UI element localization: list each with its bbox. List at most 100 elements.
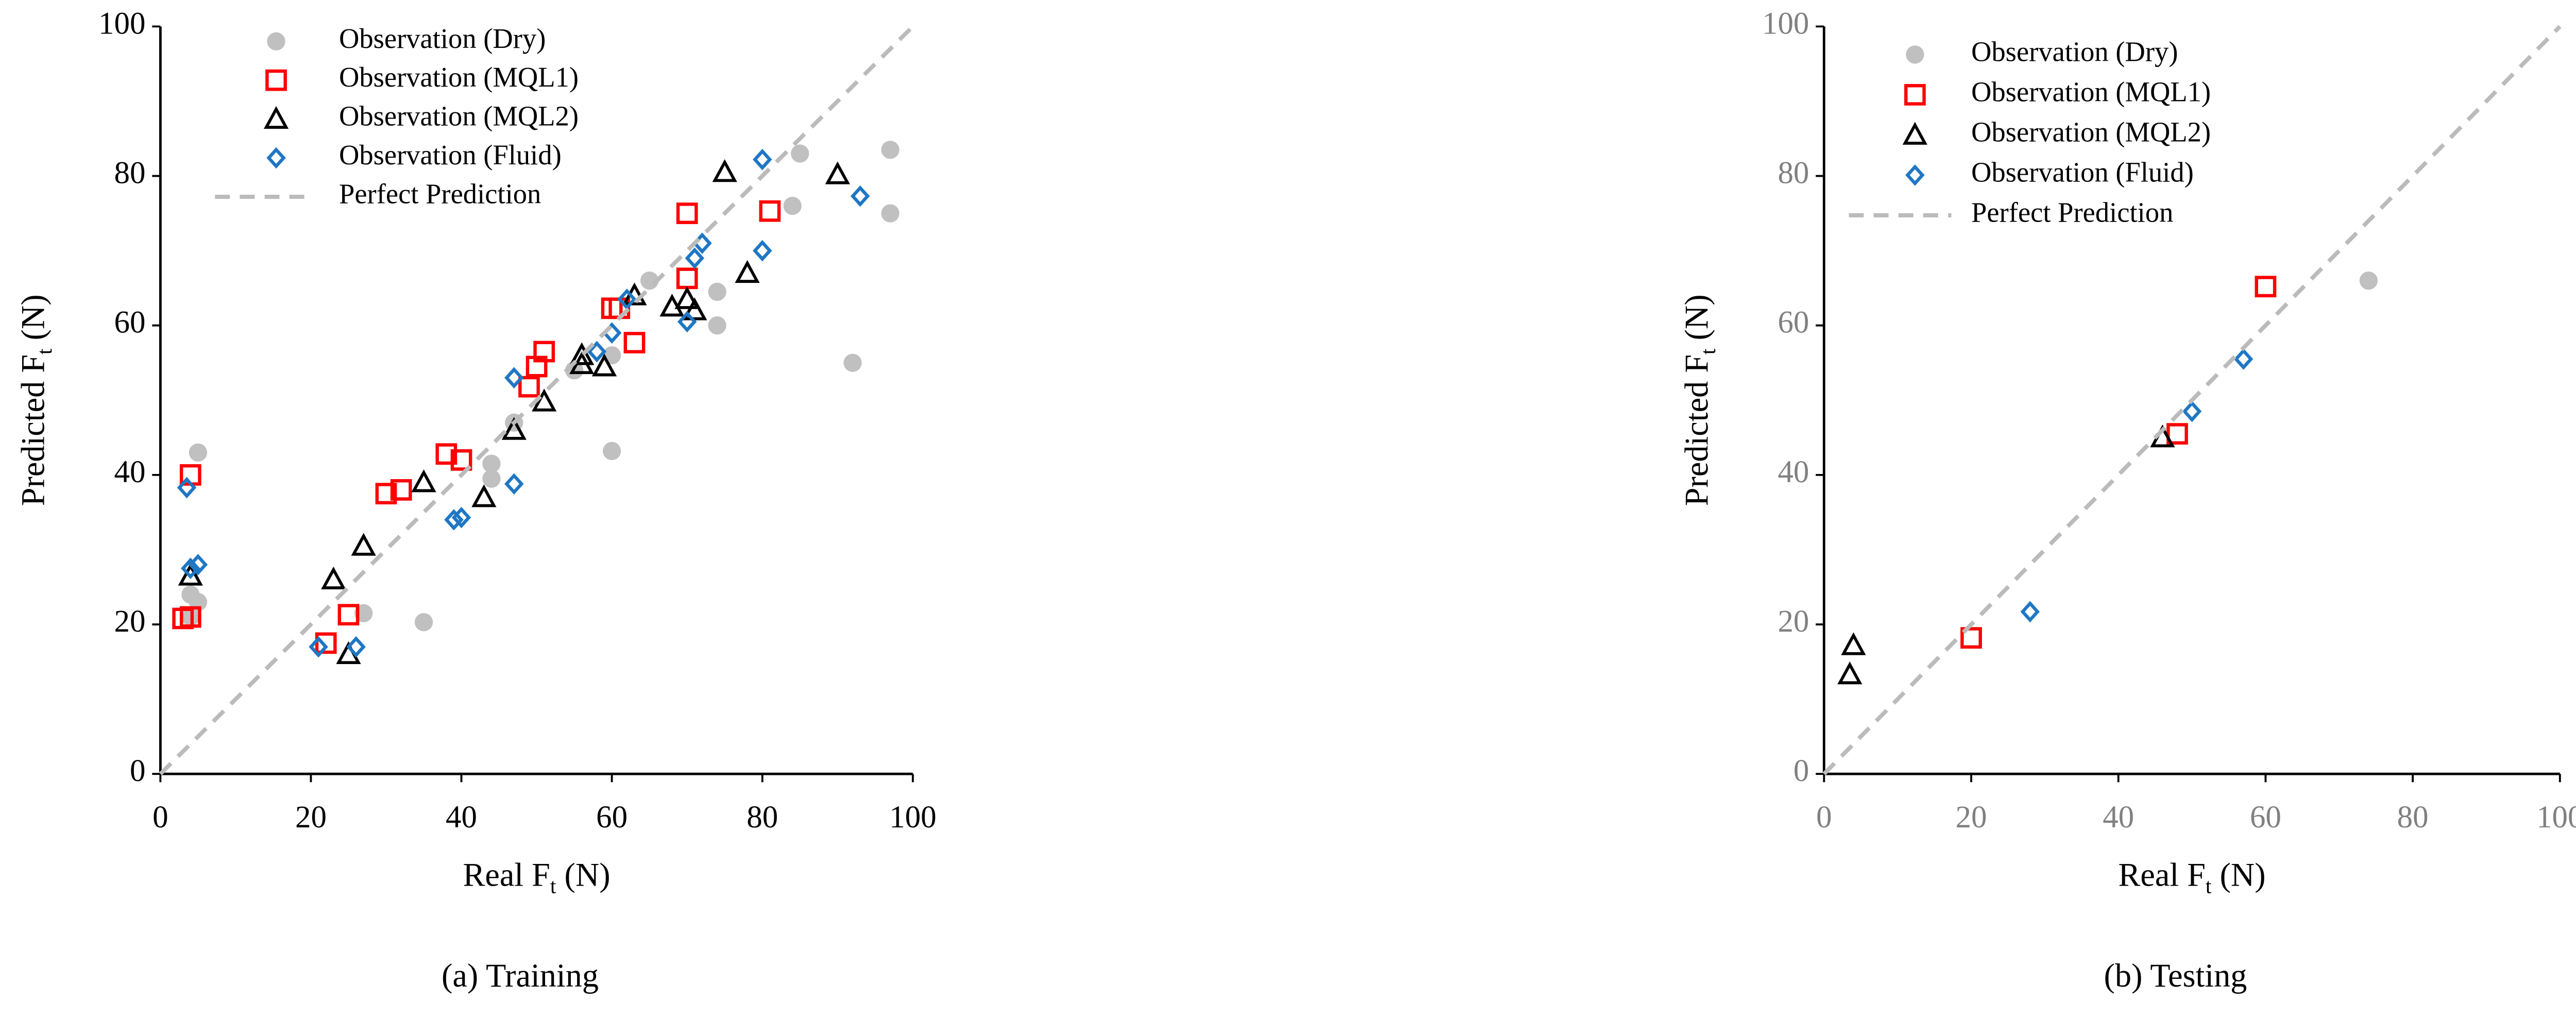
point <box>309 636 328 658</box>
y-tick-label: 100 <box>98 6 145 41</box>
point <box>587 341 607 363</box>
y-axis-label-sub: t <box>32 348 56 354</box>
point <box>532 388 557 412</box>
x-tick-label: 20 <box>1956 800 1987 835</box>
point <box>321 566 346 589</box>
point <box>375 483 397 505</box>
legend-label: Observation (MQL2) <box>339 100 579 132</box>
point <box>414 613 433 632</box>
y-tick-label: 20 <box>1778 604 1809 639</box>
y-tick-label: 100 <box>1762 6 1809 41</box>
point <box>850 185 870 207</box>
point <box>504 473 524 495</box>
point <box>346 636 366 658</box>
point <box>677 311 697 333</box>
point <box>2255 276 2277 298</box>
point <box>881 141 900 159</box>
point <box>2233 348 2253 370</box>
point <box>685 247 705 269</box>
point <box>435 443 457 465</box>
point <box>682 297 707 320</box>
y-tick-label: 80 <box>1778 156 1809 191</box>
legend-label: Observation (MQL1) <box>1971 76 2211 107</box>
y-axis-label-main: Predicted F <box>14 354 51 506</box>
point <box>676 202 698 224</box>
legend-label: Observation (Fluid) <box>339 139 562 171</box>
point <box>390 479 412 501</box>
x-axis-label-unit: (N) <box>565 856 611 893</box>
legend-label: Perfect Prediction <box>339 178 541 210</box>
legend-swatch <box>1906 45 1924 64</box>
point <box>783 196 802 215</box>
point <box>482 469 501 488</box>
point <box>708 316 726 335</box>
x-tick-label: 60 <box>596 800 628 835</box>
point <box>181 557 200 580</box>
legend-label: Observation (Fluid) <box>1971 156 2194 188</box>
perfect-line <box>1822 25 2562 776</box>
x-axis-label-main: Real F <box>463 856 550 893</box>
point <box>617 289 637 310</box>
perfect-line <box>159 25 914 776</box>
point <box>518 376 540 398</box>
legend-label: Observation (MQL1) <box>339 61 579 93</box>
x-axis-label-main: Real F <box>2119 856 2206 893</box>
legend-swatch <box>263 106 289 129</box>
y-axis-label-main: Predicted F <box>1678 354 1715 506</box>
x-axis-label-sub: t <box>2206 874 2212 898</box>
point <box>674 286 700 309</box>
x-tick-label: 100 <box>889 800 936 835</box>
point <box>1837 661 1862 685</box>
legend-label: Perfect Prediction <box>1971 196 2173 228</box>
point <box>451 506 471 529</box>
caption: (b) Testing <box>2104 957 2247 994</box>
x-tick-label: 40 <box>446 800 477 835</box>
point <box>708 282 726 301</box>
x-tick-label: 20 <box>295 800 327 835</box>
x-tick-label: 80 <box>2397 800 2429 835</box>
point <box>791 144 809 163</box>
point <box>179 606 201 628</box>
legend-swatch <box>1902 122 1928 145</box>
point <box>825 161 850 184</box>
y-axis-label: Predicted Ft (N) <box>1678 294 1720 506</box>
y-tick-label: 80 <box>114 156 145 191</box>
point <box>188 554 208 575</box>
point <box>591 353 617 377</box>
point <box>177 477 197 499</box>
legend-swatch <box>267 32 285 50</box>
point <box>411 469 436 493</box>
x-axis-label: Real Ft (N) <box>2119 856 2266 898</box>
y-tick-label: 0 <box>1793 754 1809 788</box>
point <box>471 484 497 507</box>
x-axis-label-sub: t <box>550 874 556 898</box>
point <box>602 442 621 461</box>
point <box>569 351 595 375</box>
x-tick-label: 100 <box>2536 800 2576 835</box>
point <box>444 509 464 531</box>
point <box>2182 400 2202 422</box>
x-tick-label: 0 <box>1816 800 1832 835</box>
x-axis-label: Real Ft (N) <box>463 856 611 898</box>
y-tick-label: 40 <box>114 455 145 489</box>
legend-swatch <box>266 147 286 169</box>
legend-swatch <box>265 69 287 91</box>
point <box>843 353 862 372</box>
y-tick-label: 20 <box>114 604 145 639</box>
point <box>178 563 203 586</box>
legend-swatch <box>1905 164 1925 186</box>
point <box>337 604 360 626</box>
point <box>759 200 781 222</box>
x-axis-label-unit: (N) <box>2220 856 2266 893</box>
y-tick-label: 0 <box>130 754 145 788</box>
x-tick-label: 60 <box>2250 800 2281 835</box>
legend-swatch <box>1904 84 1926 106</box>
point <box>569 342 595 365</box>
point <box>2359 272 2378 290</box>
y-axis-label: Predicted Ft (N) <box>14 294 56 506</box>
point <box>1960 627 1982 649</box>
point <box>501 417 527 440</box>
legend-label: Observation (Dry) <box>339 23 546 54</box>
y-tick-label: 40 <box>1778 455 1809 489</box>
